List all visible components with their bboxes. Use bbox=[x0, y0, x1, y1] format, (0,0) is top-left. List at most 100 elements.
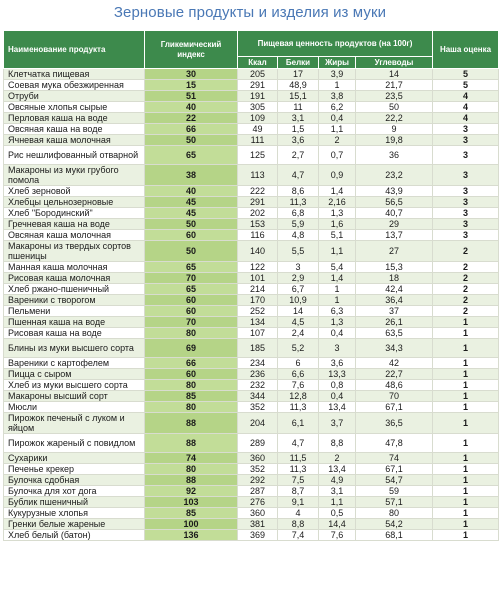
protein-cell: 8,6 bbox=[277, 185, 319, 197]
product-name-cell: Рисовая каша на воде bbox=[3, 327, 145, 339]
product-name-cell: Мюсли bbox=[3, 401, 145, 413]
glycemic-index-cell: 60 bbox=[144, 305, 238, 317]
fat-cell: 6,3 bbox=[318, 305, 356, 317]
glycemic-index-cell: 15 bbox=[144, 79, 238, 91]
carbs-cell: 22,7 bbox=[354, 368, 434, 380]
glycemic-index-cell: 60 bbox=[144, 368, 238, 380]
header-protein: Белки bbox=[277, 56, 319, 69]
kcal-cell: 204 bbox=[237, 412, 278, 434]
product-name-cell: Булочка сдобная bbox=[3, 474, 145, 486]
table-row: Отруби 51 191 15,1 3,8 23,5 4 bbox=[3, 90, 500, 102]
carbs-cell: 23,2 bbox=[354, 164, 434, 186]
table-row: Булочка сдобная 88 292 7,5 4,9 54,7 1 bbox=[3, 474, 500, 486]
kcal-cell: 109 bbox=[237, 112, 278, 124]
score-cell: 1 bbox=[432, 485, 500, 497]
carbs-cell: 42,4 bbox=[354, 283, 434, 295]
carbs-cell: 36,5 bbox=[354, 412, 434, 434]
protein-cell: 6,6 bbox=[277, 368, 319, 380]
product-name-cell: Пельмени bbox=[3, 305, 145, 317]
table-row: Клетчатка пищевая 30 205 17 3,9 14 5 bbox=[3, 68, 500, 80]
protein-cell: 12,8 bbox=[277, 390, 319, 402]
protein-cell: 6,7 bbox=[277, 283, 319, 295]
kcal-cell: 134 bbox=[237, 316, 278, 328]
product-name-cell: Макароны из муки грубого помола bbox=[3, 164, 145, 186]
glycemic-index-cell: 40 bbox=[144, 185, 238, 197]
glycemic-index-table: Наименование продукта Гликемический инде… bbox=[3, 30, 500, 541]
protein-cell: 4,5 bbox=[277, 316, 319, 328]
fat-cell: 0,9 bbox=[318, 164, 356, 186]
fat-cell: 1,4 bbox=[318, 185, 356, 197]
score-cell: 1 bbox=[432, 316, 500, 328]
glycemic-index-cell: 92 bbox=[144, 485, 238, 497]
fat-cell: 0,4 bbox=[318, 327, 356, 339]
fat-cell: 1 bbox=[318, 283, 356, 295]
product-name-cell: Пшенная каша на воде bbox=[3, 316, 145, 328]
kcal-cell: 125 bbox=[237, 145, 278, 165]
score-cell: 1 bbox=[432, 327, 500, 339]
kcal-cell: 289 bbox=[237, 433, 278, 453]
kcal-cell: 291 bbox=[237, 196, 278, 208]
product-name-cell: Рисовая каша молочная bbox=[3, 272, 145, 284]
carbs-cell: 18 bbox=[354, 272, 434, 284]
glycemic-index-cell: 66 bbox=[144, 123, 238, 135]
table-row: Рис нешлифованный отварной 65 125 2,7 0,7 36 3 bbox=[3, 145, 500, 165]
product-name-cell: Клетчатка пищевая bbox=[3, 68, 145, 80]
score-cell: 4 bbox=[432, 101, 500, 113]
fat-cell: 8,8 bbox=[318, 433, 356, 453]
product-name-cell: Вареники с картофелем bbox=[3, 357, 145, 369]
table-row: Овсяная каша молочная 60 116 4,8 5,1 13,7 3 bbox=[3, 229, 500, 241]
table-row: Овсяная каша на воде 66 49 1,5 1,1 9 3 bbox=[3, 123, 500, 135]
product-name-cell: Соевая мука обезжиренная bbox=[3, 79, 145, 91]
fat-cell: 3,8 bbox=[318, 90, 356, 102]
protein-cell: 1,5 bbox=[277, 123, 319, 135]
carbs-cell: 36,4 bbox=[354, 294, 434, 306]
protein-cell: 11,3 bbox=[277, 401, 319, 413]
fat-cell: 0,4 bbox=[318, 112, 356, 124]
carbs-cell: 54,7 bbox=[354, 474, 434, 486]
fat-cell: 1 bbox=[318, 294, 356, 306]
table-row: Пирожок жареный с повидлом 88 289 4,7 8,8 47,… bbox=[3, 433, 500, 453]
carbs-cell: 67,1 bbox=[354, 463, 434, 475]
kcal-cell: 153 bbox=[237, 218, 278, 230]
protein-cell: 11,5 bbox=[277, 452, 319, 464]
carbs-cell: 80 bbox=[354, 507, 434, 519]
product-name-cell: Овсяная каша молочная bbox=[3, 229, 145, 241]
carbs-cell: 19,8 bbox=[354, 134, 434, 146]
carbs-cell: 74 bbox=[354, 452, 434, 464]
glycemic-index-cell: 38 bbox=[144, 164, 238, 186]
carbs-cell: 13,7 bbox=[354, 229, 434, 241]
product-name-cell: Кукурузные хлопья bbox=[3, 507, 145, 519]
fat-cell: 1,1 bbox=[318, 123, 356, 135]
glycemic-index-cell: 22 bbox=[144, 112, 238, 124]
carbs-cell: 34,3 bbox=[354, 338, 434, 358]
product-name-cell: Макароны высший сорт bbox=[3, 390, 145, 402]
score-cell: 1 bbox=[432, 474, 500, 486]
table-body: Клетчатка пищевая 30 205 17 3,9 14 5 Соевая мук… bbox=[3, 68, 500, 541]
carbs-cell: 54,2 bbox=[354, 518, 434, 530]
protein-cell: 6 bbox=[277, 357, 319, 369]
glycemic-index-cell: 88 bbox=[144, 433, 238, 453]
header-kcal: Ккал bbox=[237, 56, 278, 69]
protein-cell: 6,1 bbox=[277, 412, 319, 434]
header-our-score: Наша оценка bbox=[432, 30, 500, 69]
product-name-cell: Отруби bbox=[3, 90, 145, 102]
kcal-cell: 170 bbox=[237, 294, 278, 306]
fat-cell: 6,2 bbox=[318, 101, 356, 113]
score-cell: 2 bbox=[432, 240, 500, 262]
protein-cell: 4 bbox=[277, 507, 319, 519]
kcal-cell: 140 bbox=[237, 240, 278, 262]
table-row: Бублик пшеничный 103 276 9,1 1,1 57,1 1 bbox=[3, 496, 500, 508]
kcal-cell: 122 bbox=[237, 261, 278, 273]
protein-cell: 15,1 bbox=[277, 90, 319, 102]
table-row: Перловая каша на воде 22 109 3,1 0,4 22,2 4 bbox=[3, 112, 500, 124]
header-fat: Жиры bbox=[318, 56, 356, 69]
fat-cell: 1,4 bbox=[318, 272, 356, 284]
score-cell: 3 bbox=[432, 123, 500, 135]
fat-cell: 1,3 bbox=[318, 316, 356, 328]
score-cell: 3 bbox=[432, 229, 500, 241]
kcal-cell: 352 bbox=[237, 401, 278, 413]
glycemic-index-cell: 80 bbox=[144, 401, 238, 413]
carbs-cell: 14 bbox=[354, 68, 434, 80]
score-cell: 1 bbox=[432, 379, 500, 391]
product-name-cell: Бублик пшеничный bbox=[3, 496, 145, 508]
